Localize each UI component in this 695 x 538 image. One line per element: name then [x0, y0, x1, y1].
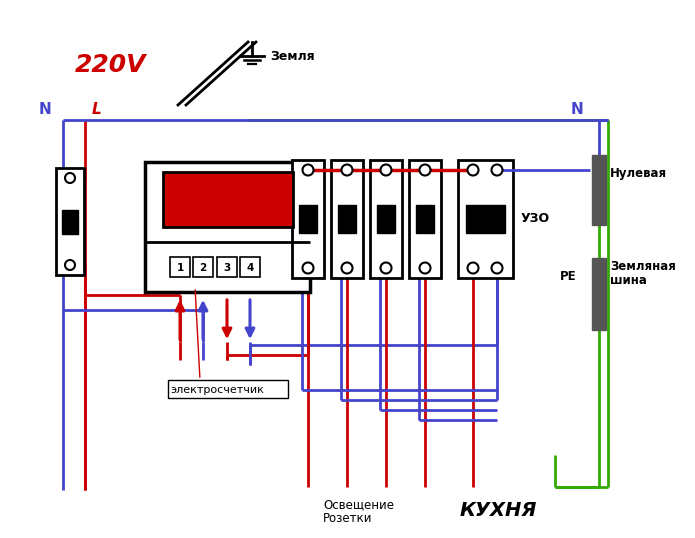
Text: КУХНЯ: КУХНЯ — [460, 500, 537, 520]
Bar — [217, 257, 237, 277]
Circle shape — [420, 165, 430, 175]
Bar — [466, 205, 505, 233]
Text: N: N — [571, 103, 583, 117]
Text: 3: 3 — [223, 263, 231, 273]
Circle shape — [491, 165, 502, 175]
Text: УЗО: УЗО — [521, 213, 550, 225]
Bar — [145, 162, 310, 292]
Circle shape — [491, 263, 502, 273]
Bar — [409, 160, 441, 278]
Bar — [56, 168, 84, 275]
Text: 2: 2 — [199, 263, 206, 273]
Bar — [592, 155, 606, 225]
Text: PE: PE — [560, 270, 577, 282]
Circle shape — [341, 165, 352, 175]
Bar — [416, 205, 434, 233]
Text: 1: 1 — [177, 263, 183, 273]
Text: 4: 4 — [246, 263, 254, 273]
Bar — [338, 205, 356, 233]
Text: Земляная: Земляная — [610, 259, 676, 273]
Text: Нулевая: Нулевая — [610, 166, 667, 180]
Text: N: N — [39, 103, 51, 117]
Text: 220V: 220V — [75, 53, 147, 77]
Bar — [592, 258, 606, 330]
Bar — [370, 160, 402, 278]
Bar — [62, 209, 78, 233]
Bar — [331, 160, 363, 278]
Bar — [377, 205, 395, 233]
Circle shape — [380, 165, 391, 175]
Circle shape — [302, 263, 313, 273]
Text: Земля: Земля — [270, 49, 315, 62]
Circle shape — [65, 173, 75, 183]
Text: электросчетчик: электросчетчик — [170, 385, 264, 395]
Circle shape — [341, 263, 352, 273]
Circle shape — [420, 263, 430, 273]
Circle shape — [468, 165, 478, 175]
Circle shape — [468, 263, 478, 273]
Circle shape — [302, 165, 313, 175]
Circle shape — [380, 263, 391, 273]
Circle shape — [65, 260, 75, 270]
Bar — [163, 172, 293, 227]
Bar — [292, 160, 324, 278]
Bar — [299, 205, 317, 233]
Bar — [168, 380, 288, 398]
Text: L: L — [92, 103, 102, 117]
Text: Освещение: Освещение — [323, 499, 394, 512]
Bar — [240, 257, 260, 277]
Bar — [193, 257, 213, 277]
Text: шина: шина — [610, 273, 647, 287]
Text: Розетки: Розетки — [323, 512, 373, 525]
Bar — [170, 257, 190, 277]
Bar — [457, 160, 512, 278]
